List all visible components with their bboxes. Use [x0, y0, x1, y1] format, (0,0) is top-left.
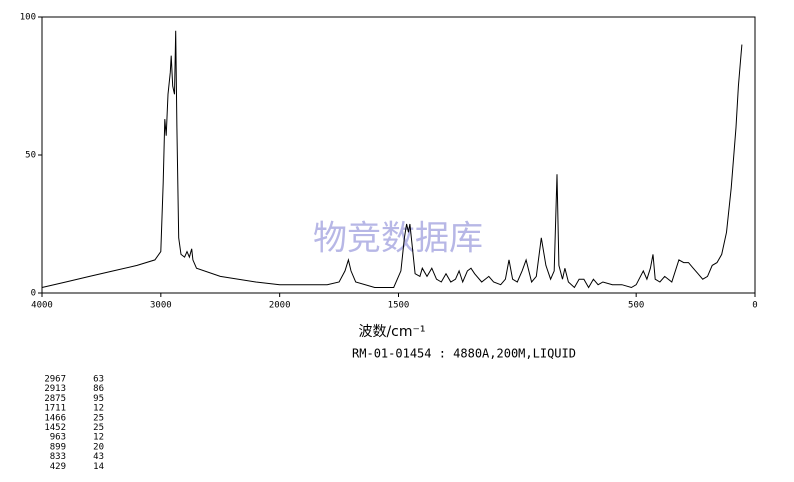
peak-wavenumber: 899 [50, 442, 66, 452]
x-tick-label: 4000 [31, 301, 53, 311]
peak-intensity: 12 [93, 433, 104, 443]
x-tick-label: 3000 [150, 301, 172, 311]
peak-wavenumber: 1711 [44, 404, 66, 414]
peak-intensity: 14 [93, 462, 104, 472]
peak-wavenumber: 833 [50, 452, 66, 462]
peak-intensity: 43 [93, 452, 104, 462]
x-tick-label: 2000 [269, 301, 291, 311]
peak-intensity: 25 [93, 413, 104, 423]
peak-wavenumber: 1452 [44, 423, 66, 433]
peak-wavenumber: 429 [50, 462, 66, 472]
y-tick-label: 100 [20, 13, 36, 23]
x-tick-label: 1500 [388, 301, 410, 311]
peak-wavenumber: 2875 [44, 394, 66, 404]
peak-intensity: 63 [93, 375, 104, 385]
y-tick-label: 50 [25, 151, 36, 161]
spectrum-line [41, 30, 743, 289]
peak-intensity: 95 [93, 394, 104, 404]
x-tick-label: 0 [752, 301, 757, 311]
peak-intensity: 86 [93, 384, 104, 394]
subtitle: RM-01-01454 : 4880A,200M,LIQUID [352, 347, 576, 361]
y-tick-label: 0 [31, 289, 36, 299]
x-axis-label: 波数/cm⁻¹ [358, 324, 425, 340]
peak-wavenumber: 2913 [44, 384, 66, 394]
peak-intensity: 25 [93, 423, 104, 433]
watermark: 物竞数据库 [313, 219, 483, 259]
peak-intensity: 12 [93, 404, 104, 414]
peak-wavenumber: 1466 [44, 413, 66, 423]
peak-intensity: 20 [93, 442, 104, 452]
x-tick-label: 500 [628, 301, 644, 311]
peak-wavenumber: 963 [50, 433, 66, 443]
peak-wavenumber: 2967 [44, 375, 66, 385]
